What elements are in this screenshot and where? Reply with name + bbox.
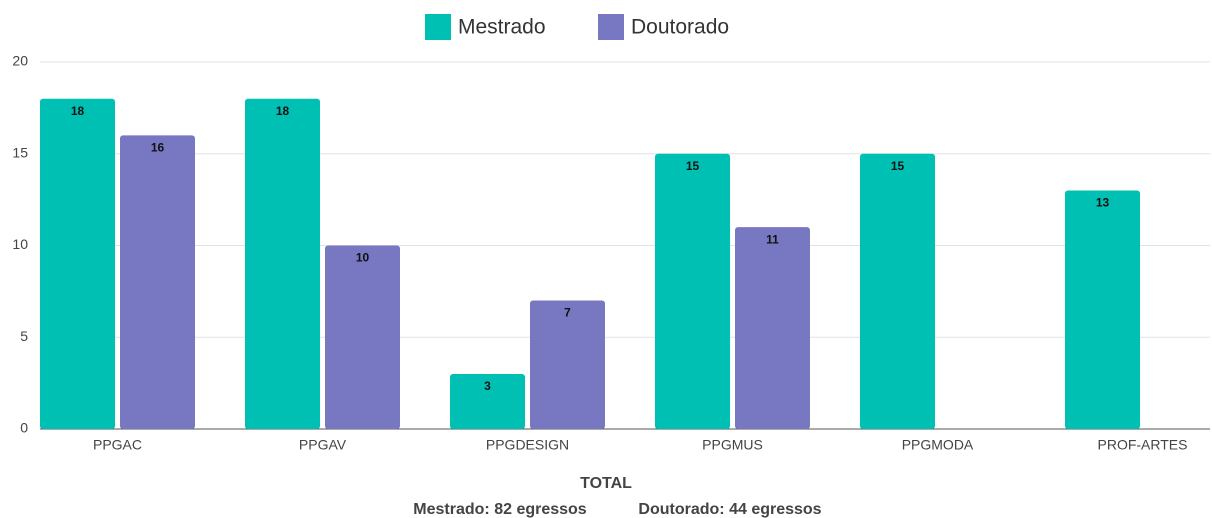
bar — [735, 227, 810, 429]
data-label: 15 — [891, 159, 905, 173]
bar — [1065, 190, 1140, 429]
y-tick-label: 5 — [20, 328, 28, 344]
x-tick-label: PPGMUS — [702, 437, 763, 453]
bar — [245, 98, 320, 429]
data-label: 3 — [484, 379, 491, 393]
x-tick-label: PPGAV — [299, 437, 347, 453]
x-tick-label: PPGDESIGN — [486, 437, 569, 453]
x-tick-label: PPGAC — [93, 437, 142, 453]
data-label: 18 — [71, 104, 85, 118]
x-tick-label: PPGMODA — [902, 437, 974, 453]
y-tick-label: 20 — [12, 53, 28, 69]
bar — [120, 135, 195, 429]
data-label: 13 — [1096, 196, 1110, 210]
y-tick-label: 15 — [12, 144, 28, 160]
annotation: Mestrado: 82 egressos — [413, 501, 587, 518]
data-label: 10 — [356, 251, 370, 265]
annotation: Doutorado: 44 egressos — [638, 501, 821, 518]
data-label: 11 — [766, 232, 779, 246]
y-tick-label: 10 — [12, 236, 28, 252]
data-label: 7 — [564, 306, 571, 320]
bar — [655, 153, 730, 429]
bar — [40, 98, 115, 429]
data-label: 16 — [151, 141, 165, 155]
y-tick-label: 0 — [20, 420, 28, 436]
legend-label: Doutorado — [631, 16, 729, 39]
bar — [860, 153, 935, 429]
data-label: 15 — [686, 159, 700, 173]
legend-swatch — [425, 14, 451, 40]
bar — [450, 373, 525, 429]
legend-swatch — [598, 14, 624, 40]
data-label: 18 — [276, 104, 290, 118]
legend-label: Mestrado — [458, 16, 546, 39]
annotation: TOTAL — [580, 475, 632, 492]
bar — [325, 245, 400, 429]
bar — [530, 300, 605, 429]
x-tick-label: PROF-ARTES — [1098, 437, 1188, 453]
